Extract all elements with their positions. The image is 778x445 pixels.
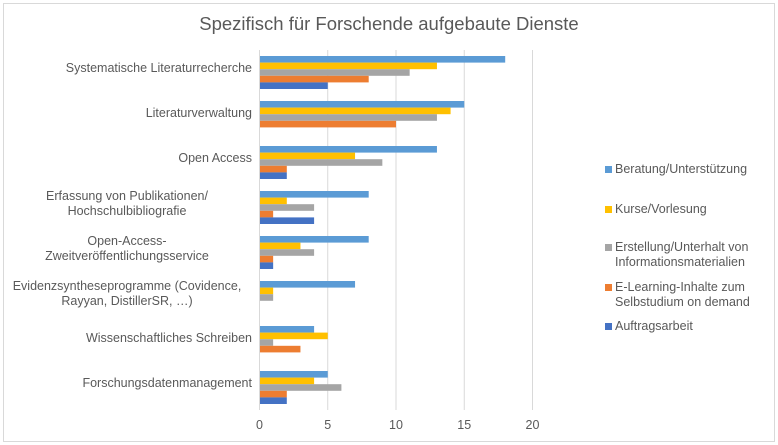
bar	[259, 107, 451, 115]
legend-item: Erstellung/Unterhalt von Informationsmate…	[605, 240, 748, 270]
legend-label: Beratung/Unterstützung	[615, 162, 748, 176]
bar	[259, 249, 315, 256]
bar	[259, 197, 287, 205]
category-label: Open Access	[178, 151, 252, 165]
bar	[259, 62, 437, 70]
category-label: Systematische Literaturrecherche	[65, 61, 252, 75]
legend-item: Auftragsarbeit	[605, 319, 693, 334]
bar	[259, 69, 410, 76]
legend-item: Kurse/Vorlesung	[605, 202, 707, 217]
bar	[259, 371, 328, 378]
bar	[259, 165, 287, 173]
legend-swatch	[605, 323, 612, 330]
bar	[259, 242, 301, 250]
bar	[259, 326, 315, 333]
bar	[259, 172, 287, 179]
bar	[259, 384, 342, 391]
category-label: Forschungsdatenmanagement	[82, 376, 252, 390]
bar	[259, 159, 383, 166]
legend-item: E-Learning-Inhalte zum Selbstudium on dem…	[605, 280, 750, 310]
bar	[259, 120, 396, 128]
legend-swatch	[605, 166, 612, 173]
bar	[259, 262, 274, 269]
x-tick-label: 5	[324, 418, 332, 432]
bar	[259, 210, 274, 218]
legend-swatch	[605, 206, 612, 213]
category-label: Wissenschaftliches Schreiben	[85, 331, 252, 345]
legend-label: Auftragsarbeit	[615, 319, 693, 333]
bar	[259, 217, 315, 224]
bar	[259, 236, 369, 243]
chart-title: Spezifisch für Forschende aufgebaute Die…	[199, 13, 579, 34]
legend-label: Erstellung/Unterhalt von Informationsmate…	[615, 240, 749, 269]
bar	[259, 255, 274, 263]
bar	[259, 281, 356, 288]
bar	[259, 82, 328, 89]
bar	[259, 191, 369, 198]
bar	[259, 152, 356, 160]
legend-swatch	[605, 244, 612, 251]
bar	[259, 339, 274, 346]
bar	[259, 114, 437, 121]
bar	[259, 146, 437, 153]
bar	[259, 75, 369, 83]
x-tick-label: 10	[389, 418, 403, 432]
bar	[259, 397, 287, 404]
x-tick-label: 15	[457, 418, 472, 432]
legend-swatch	[605, 284, 612, 291]
bar	[259, 377, 315, 385]
bar	[259, 204, 315, 211]
chart-frame	[3, 3, 775, 442]
bar	[259, 390, 287, 398]
x-tick-label: 0	[256, 418, 263, 432]
bar	[259, 287, 274, 295]
bar	[259, 56, 506, 63]
category-label: Evidenzsyntheseprogramme (Covidence, Rayy…	[12, 278, 242, 308]
category-label: Erfassung von Publikationen/Hochschulbib…	[46, 188, 208, 218]
x-tick-label: 20	[525, 418, 540, 432]
bar	[259, 345, 301, 353]
category-label: Literaturverwaltung	[145, 106, 252, 120]
legend-label: E-Learning-Inhalte zum Selbstudium on dem…	[615, 280, 750, 309]
category-label: Open-Access- Zweitveröffentlichungsservic…	[45, 233, 209, 263]
bar	[259, 294, 274, 301]
legend-label: Kurse/Vorlesung	[615, 202, 707, 216]
legend-item: Beratung/Unterstützung	[605, 162, 747, 177]
bar	[259, 332, 328, 340]
bar	[259, 101, 465, 108]
